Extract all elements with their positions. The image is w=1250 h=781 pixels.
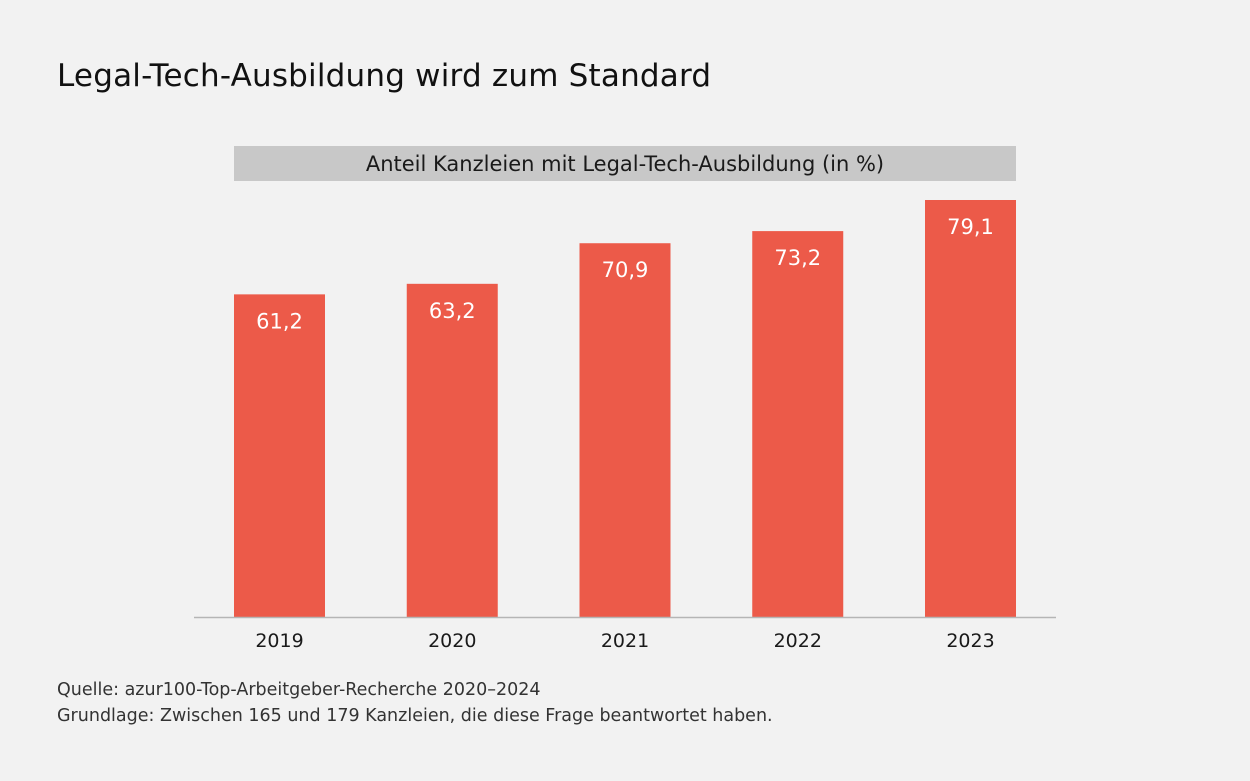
bar-value-label-2021: 70,9 [602, 258, 649, 282]
bar-value-label-2023: 79,1 [947, 215, 994, 239]
x-tick-label-2023: 2023 [946, 630, 994, 652]
bar-2023 [925, 200, 1016, 617]
chart-title: Anteil Kanzleien mit Legal-Tech-Ausbildu… [365, 151, 885, 176]
x-tick-label-2022: 2022 [774, 630, 822, 652]
x-tick-label-2021: 2021 [601, 630, 649, 652]
chart-title-banner: Anteil Kanzleien mit Legal-Tech-Ausbildu… [234, 146, 1016, 181]
bar-2020 [406, 283, 498, 617]
source-note: Quelle: azur100-Top-Arbeitgeber-Recherch… [57, 680, 541, 700]
bar-2021 [579, 243, 671, 617]
x-tick-label-2019: 2019 [255, 630, 303, 652]
basis-note: Grundlage: Zwischen 165 und 179 Kanzleie… [57, 706, 773, 726]
bar-value-label-2020: 63,2 [429, 299, 476, 323]
x-tick-label-2020: 2020 [428, 630, 476, 652]
bar-value-label-2019: 61,2 [256, 309, 303, 333]
bar-2022 [752, 231, 844, 617]
bar-value-label-2022: 73,2 [774, 246, 821, 270]
page-title: Legal-Tech-Ausbildung wird zum Standard [57, 58, 712, 94]
bar-2019 [234, 294, 325, 617]
